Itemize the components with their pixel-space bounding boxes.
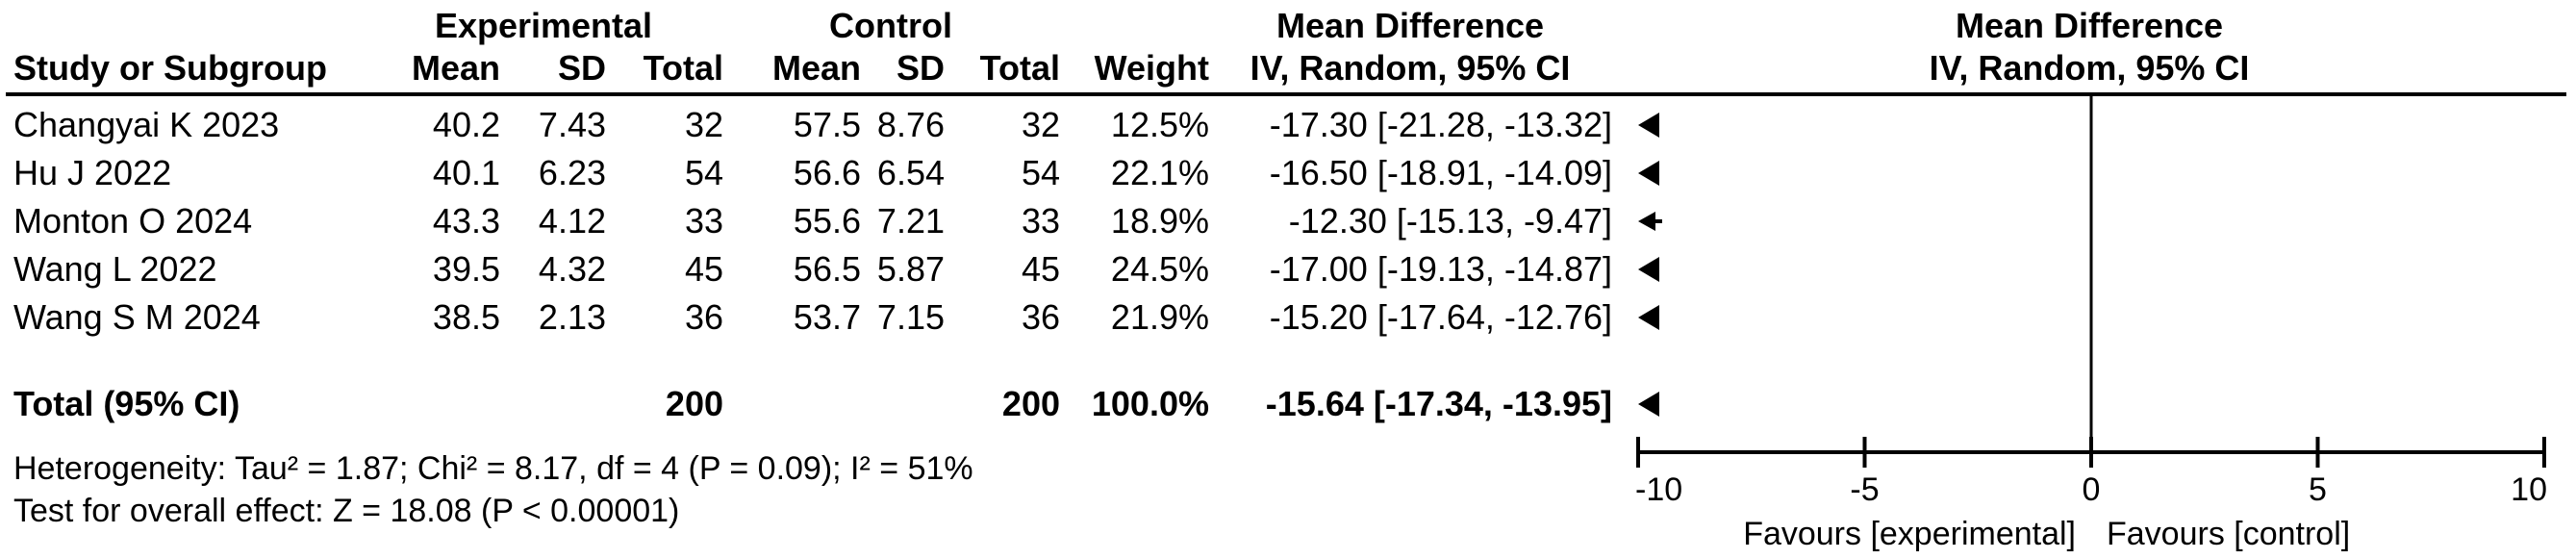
cell-exp-total: 45 xyxy=(684,249,723,289)
tick-label: -5 xyxy=(1850,471,1879,508)
cell-exp-total: 54 xyxy=(684,153,723,192)
cell-ctrl-sd: 7.21 xyxy=(876,201,945,241)
study-name: Changyai K 2023 xyxy=(13,105,280,144)
study-name: Monton O 2024 xyxy=(13,201,253,241)
header-method-text: IV, Random, 95% CI xyxy=(1250,48,1571,88)
cell-ci-text: -16.50 [-18.91, -14.09] xyxy=(1269,153,1612,192)
favours-control-label: Favours [control] xyxy=(2107,516,2350,552)
cell-ctrl-mean: 55.6 xyxy=(793,201,861,241)
header-rule xyxy=(6,92,2566,96)
total-ctrl-total: 200 xyxy=(1001,384,1060,423)
cell-exp-sd: 7.43 xyxy=(538,105,606,144)
cell-ctrl-total: 54 xyxy=(1021,153,1060,192)
cell-exp-total: 33 xyxy=(684,201,723,241)
total-label: Total (95% CI) xyxy=(13,384,240,423)
cell-ctrl-sd: 7.15 xyxy=(876,297,945,337)
study-name: Hu J 2022 xyxy=(13,153,172,192)
total-ci-text: -15.64 [-17.34, -13.95] xyxy=(1265,384,1612,423)
cell-weight: 24.5% xyxy=(1110,249,1209,289)
favours-experimental-label: Favours [experimental] xyxy=(1743,516,2076,552)
header-exp-mean: Mean xyxy=(411,48,500,88)
cell-exp-mean: 40.2 xyxy=(432,105,500,144)
cell-ctrl-total: 33 xyxy=(1021,201,1060,241)
tick-label: 0 xyxy=(2083,471,2101,508)
study-ci-marker-arrow xyxy=(1638,305,1659,330)
cell-weight: 21.9% xyxy=(1110,297,1209,337)
cell-ctrl-mean: 53.7 xyxy=(793,297,861,337)
cell-ci-text: -17.30 [-21.28, -13.32] xyxy=(1269,105,1612,144)
cell-ctrl-total: 36 xyxy=(1021,297,1060,337)
total-weight: 100.0% xyxy=(1091,384,1209,423)
header-ctrl-sd: SD xyxy=(896,48,945,88)
header-ctrl-mean: Mean xyxy=(771,48,861,88)
cell-exp-mean: 40.1 xyxy=(432,153,500,192)
cell-ctrl-mean: 56.5 xyxy=(793,249,861,289)
study-ci-marker-arrow xyxy=(1638,257,1659,282)
tick-label: 5 xyxy=(2309,471,2327,508)
cell-exp-sd: 2.13 xyxy=(538,297,606,337)
header-method-plot: IV, Random, 95% CI xyxy=(1929,48,2250,88)
header-mean-difference-plot: Mean Difference xyxy=(1955,6,2224,45)
header-ctrl-total: Total xyxy=(979,48,1060,88)
cell-ctrl-sd: 5.87 xyxy=(876,249,945,289)
header-exp-total: Total xyxy=(643,48,723,88)
study-row: Changyai K 2023 40.2 7.43 32 57.5 8.76 32 12.5%… xyxy=(0,101,2576,149)
cell-weight: 22.1% xyxy=(1110,153,1209,192)
study-row: Wang S M 2024 38.5 2.13 36 53.7 7.15 36 21.9% -1… xyxy=(0,293,2576,342)
cell-ci-text: -15.20 [-17.64, -12.76] xyxy=(1269,297,1612,337)
cell-ctrl-total: 45 xyxy=(1021,249,1060,289)
heterogeneity-stats: Heterogeneity: Tau² = 1.87; Chi² = 8.17,… xyxy=(13,450,973,487)
study-name: Wang S M 2024 xyxy=(13,297,261,337)
cell-ctrl-total: 32 xyxy=(1021,105,1060,144)
header-group-experimental: Experimental xyxy=(434,6,653,45)
total-exp-total: 200 xyxy=(665,384,723,423)
header-study-or-subgroup: Study or Subgroup xyxy=(13,48,327,88)
cell-ctrl-mean: 57.5 xyxy=(793,105,861,144)
study-row: Monton O 2024 43.3 4.12 33 55.6 7.21 33 18.9% -1… xyxy=(0,197,2576,245)
total-row: Total (95% CI) 200 200 100.0% -15.64 [-1… xyxy=(0,380,2576,428)
study-ci-marker-arrow xyxy=(1638,212,1655,231)
cell-ctrl-sd: 8.76 xyxy=(876,105,945,144)
study-row: Wang L 2022 39.5 4.32 45 56.5 5.87 45 24.5% -17.… xyxy=(0,245,2576,293)
cell-weight: 18.9% xyxy=(1110,201,1209,241)
cell-exp-mean: 38.5 xyxy=(432,297,500,337)
cell-ctrl-mean: 56.6 xyxy=(793,153,861,192)
cell-exp-mean: 43.3 xyxy=(432,201,500,241)
cell-weight: 12.5% xyxy=(1110,105,1209,144)
study-ci-marker-arrow xyxy=(1638,161,1659,186)
cell-exp-sd: 4.32 xyxy=(538,249,606,289)
cell-ci-text: -12.30 [-15.13, -9.47] xyxy=(1288,201,1612,241)
cell-ctrl-sd: 6.54 xyxy=(876,153,945,192)
cell-ci-text: -17.00 [-19.13, -14.87] xyxy=(1269,249,1612,289)
tick-label: 10 xyxy=(2511,471,2547,508)
cell-exp-sd: 6.23 xyxy=(538,153,606,192)
cell-exp-total: 32 xyxy=(684,105,723,144)
total-effect-marker-arrow xyxy=(1638,392,1659,417)
header-weight: Weight xyxy=(1094,48,1209,88)
cell-exp-total: 36 xyxy=(684,297,723,337)
study-ci-marker-arrow xyxy=(1638,113,1659,138)
header-exp-sd: SD xyxy=(557,48,606,88)
study-name: Wang L 2022 xyxy=(13,249,217,289)
overall-effect-stats: Test for overall effect: Z = 18.08 (P < … xyxy=(13,493,680,529)
study-row: Hu J 2022 40.1 6.23 54 56.6 6.54 54 22.1% -16.50… xyxy=(0,149,2576,197)
cell-exp-mean: 39.5 xyxy=(432,249,500,289)
tick-label: -10 xyxy=(1635,471,1682,508)
header-group-control: Control xyxy=(829,6,952,45)
cell-exp-sd: 4.12 xyxy=(538,201,606,241)
header-mean-difference-text: Mean Difference xyxy=(1275,6,1545,45)
